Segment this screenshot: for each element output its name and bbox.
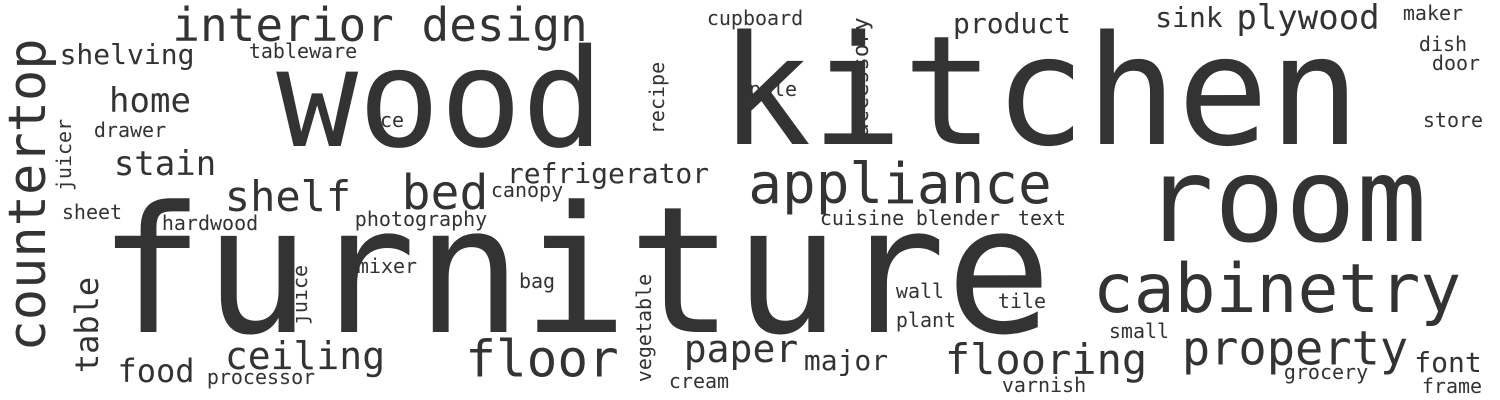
word-blender: blender [915,206,1001,230]
word-store: store [1422,108,1484,132]
word-juicer: juicer [52,118,76,192]
word-mixer: mixer [356,254,418,278]
word-text: text [1017,206,1067,230]
word-shelf: shelf [224,172,352,221]
word-frame: frame [1421,374,1483,398]
word-canopy: canopy [490,178,564,202]
word-plant: plant [895,308,957,332]
word-furniture: furniture [98,169,1052,374]
word-shelving: shelving [59,38,195,71]
word-bag: bag [518,269,556,293]
word-product: product [952,7,1072,40]
word-stain: stain [113,144,217,184]
word-food: food [117,352,195,390]
word-refrigerator: refrigerator [506,157,710,190]
word-font: font [1414,346,1482,379]
word-apple: apple [736,77,798,101]
word-countertop: countertop [0,38,58,352]
word-tableware: tableware [248,39,358,63]
word-small: small [1108,319,1170,343]
word-cupboard: cupboard [706,6,804,30]
word-property: property [1181,321,1409,377]
word-maker: maker [1402,1,1464,25]
word-wall: wall [895,279,945,303]
word-floor: floor [465,330,619,390]
word-kitchen: kitchen [719,3,1361,180]
word-paper: paper [683,327,799,371]
word-appliance: appliance [748,152,1052,217]
word-recipe: recipe [645,61,669,135]
word-sheet: sheet [61,200,123,224]
word-photography: photography [354,207,488,231]
word-plywood: plywood [1236,0,1380,38]
word-vegetable: vegetable [632,273,656,383]
word-flooring: flooring [944,335,1148,384]
word-wood: wood [276,21,604,179]
word-table: table [68,276,106,374]
word-room: room [1142,131,1428,269]
word-cuisine: cuisine [819,206,905,230]
word-ceiling: ceiling [224,334,386,378]
word-cabinetry: cabinetry [1092,250,1462,329]
word-accessory: accessory [849,17,874,137]
word-interior-design: interior design [172,0,588,52]
word-dish: dish [1418,32,1468,56]
word-major: major [803,344,889,377]
word-sink: sink [1155,1,1223,34]
word-door: door [1431,51,1481,75]
word-varnish: varnish [1001,373,1087,397]
word-bed: bed [401,165,489,221]
word-home: home [109,81,191,121]
word-juice: juice [288,264,312,326]
word-tile: tile [997,289,1047,313]
word-ice: ice [367,108,405,132]
word-hardwood: hardwood [161,211,259,235]
word-drawer: drawer [93,118,167,142]
word-grocery: grocery [1283,360,1369,384]
word-cream: cream [668,369,730,393]
word-processor: processor [206,365,316,389]
